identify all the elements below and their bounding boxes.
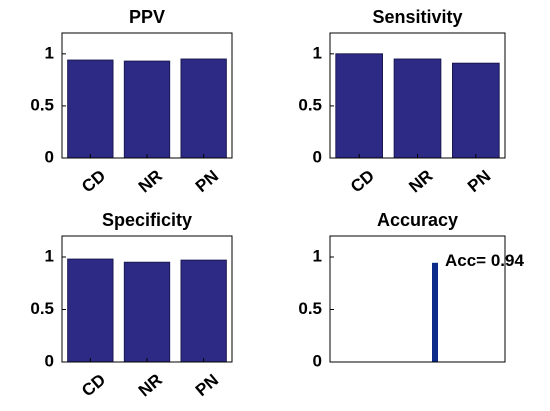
- axes-box: [329, 32, 506, 159]
- subplot-title: Specificity: [102, 210, 192, 230]
- y-tick-label: 1: [313, 246, 322, 265]
- y-tick-label: 0.5: [298, 95, 322, 114]
- bar: [123, 60, 171, 159]
- x-tick-label: PN: [192, 370, 222, 400]
- bar: [123, 261, 171, 363]
- bar: [432, 262, 438, 363]
- bar: [180, 259, 227, 363]
- x-tick-label: NR: [405, 166, 436, 196]
- x-tick-label: CD: [347, 166, 378, 196]
- subplot-title: Sensitivity: [372, 7, 462, 27]
- y-tick-label: 0.5: [30, 299, 54, 318]
- y-tick-label: 1: [45, 43, 54, 62]
- subplot-title: PPV: [129, 7, 165, 27]
- subplot-title: Accuracy: [377, 210, 458, 230]
- bar: [180, 58, 227, 159]
- x-tick-label: CD: [78, 370, 109, 400]
- bar: [67, 258, 114, 363]
- x-tick-label: NR: [135, 370, 166, 400]
- annotation: Acc= 0.94: [445, 251, 524, 270]
- axes-box: [329, 235, 506, 363]
- x-tick-label: PN: [464, 166, 494, 196]
- x-tick-label: NR: [135, 166, 166, 196]
- bar: [335, 53, 384, 159]
- y-tick-label: 0: [313, 147, 322, 166]
- bar: [67, 59, 114, 159]
- x-tick-label: PN: [192, 166, 222, 196]
- bar: [393, 58, 442, 159]
- bar: [452, 62, 500, 159]
- y-tick-label: 0: [45, 147, 54, 166]
- y-tick-label: 0: [45, 351, 54, 370]
- x-tick-label: CD: [78, 166, 109, 196]
- y-tick-label: 0: [313, 351, 322, 370]
- y-tick-label: 1: [45, 246, 54, 265]
- y-tick-label: 1: [313, 43, 322, 62]
- y-tick-label: 0.5: [30, 95, 54, 114]
- axes-box: [61, 32, 233, 159]
- axes-box: [61, 235, 233, 363]
- y-tick-label: 0.5: [298, 299, 322, 318]
